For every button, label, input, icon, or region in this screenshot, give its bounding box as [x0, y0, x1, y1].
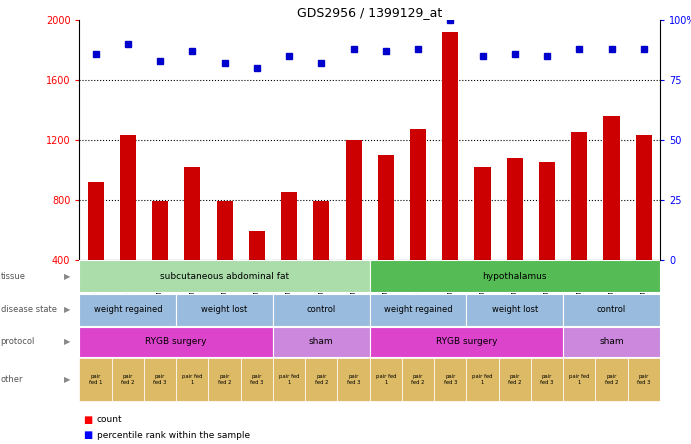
Bar — [79, 358, 112, 401]
Bar — [273, 294, 370, 326]
Bar — [571, 132, 587, 260]
Bar — [144, 358, 176, 401]
Title: GDS2956 / 1399129_at: GDS2956 / 1399129_at — [297, 6, 442, 19]
Bar — [176, 358, 209, 401]
Bar — [209, 358, 240, 401]
Text: pair
fed 3: pair fed 3 — [153, 374, 167, 385]
Text: weight regained: weight regained — [93, 305, 162, 314]
Text: disease state: disease state — [1, 305, 57, 314]
Text: ▶: ▶ — [64, 305, 70, 314]
Bar — [466, 358, 499, 401]
Text: pair fed
1: pair fed 1 — [278, 374, 299, 385]
Bar — [603, 116, 620, 260]
Text: sham: sham — [309, 337, 334, 346]
Bar — [240, 358, 273, 401]
Bar — [112, 358, 144, 401]
Text: RYGB surgery: RYGB surgery — [145, 337, 207, 346]
Bar — [378, 155, 394, 260]
Bar — [563, 358, 596, 401]
Text: ■: ■ — [83, 430, 92, 440]
Text: weight regained: weight regained — [384, 305, 453, 314]
Bar — [313, 201, 330, 260]
Bar — [176, 294, 273, 326]
Text: pair fed
1: pair fed 1 — [375, 374, 396, 385]
Text: pair
fed 2: pair fed 2 — [121, 374, 135, 385]
Bar — [305, 358, 337, 401]
Text: pair fed
1: pair fed 1 — [569, 374, 589, 385]
Text: pair
fed 3: pair fed 3 — [250, 374, 263, 385]
Text: tissue: tissue — [1, 272, 26, 281]
Text: pair
fed 2: pair fed 2 — [605, 374, 618, 385]
Text: ▶: ▶ — [64, 337, 70, 346]
Bar — [402, 358, 434, 401]
Text: control: control — [307, 305, 336, 314]
Text: pair
fed 3: pair fed 3 — [540, 374, 553, 385]
Text: pair
fed 2: pair fed 2 — [314, 374, 328, 385]
Bar — [370, 260, 660, 292]
Text: ▶: ▶ — [64, 375, 70, 384]
Bar — [79, 294, 176, 326]
Bar — [596, 358, 627, 401]
Bar — [370, 327, 563, 357]
Text: percentile rank within the sample: percentile rank within the sample — [97, 431, 250, 440]
Bar — [273, 358, 305, 401]
Text: pair fed
1: pair fed 1 — [472, 374, 493, 385]
Text: weight lost: weight lost — [202, 305, 247, 314]
Bar — [410, 129, 426, 260]
Text: RYGB surgery: RYGB surgery — [435, 337, 498, 346]
Bar — [531, 358, 563, 401]
Text: control: control — [597, 305, 626, 314]
Text: sham: sham — [599, 337, 624, 346]
Bar — [466, 294, 563, 326]
Bar — [499, 358, 531, 401]
Bar — [346, 140, 361, 260]
Bar — [636, 135, 652, 260]
Text: pair fed
1: pair fed 1 — [182, 374, 202, 385]
Text: hypothalamus: hypothalamus — [482, 272, 547, 281]
Text: pair
fed 2: pair fed 2 — [508, 374, 522, 385]
Text: pair
fed 2: pair fed 2 — [218, 374, 231, 385]
Bar — [370, 294, 466, 326]
Bar — [370, 358, 402, 401]
Bar — [475, 167, 491, 260]
Bar — [184, 167, 200, 260]
Bar — [434, 358, 466, 401]
Bar — [539, 163, 555, 260]
Text: pair
fed 2: pair fed 2 — [411, 374, 425, 385]
Bar — [281, 192, 297, 260]
Text: protocol: protocol — [1, 337, 35, 346]
Bar — [627, 358, 660, 401]
Text: pair
fed 1: pair fed 1 — [89, 374, 102, 385]
Text: pair
fed 3: pair fed 3 — [347, 374, 360, 385]
Bar — [120, 135, 136, 260]
Bar — [507, 158, 523, 260]
Text: subcutaneous abdominal fat: subcutaneous abdominal fat — [160, 272, 289, 281]
Bar — [273, 327, 370, 357]
Bar — [442, 32, 458, 260]
Bar — [88, 182, 104, 260]
Text: count: count — [97, 415, 122, 424]
Text: pair
fed 3: pair fed 3 — [637, 374, 650, 385]
Text: ■: ■ — [83, 415, 92, 424]
Bar — [563, 327, 660, 357]
Bar — [337, 358, 370, 401]
Bar — [152, 201, 168, 260]
Text: ▶: ▶ — [64, 272, 70, 281]
Bar — [79, 260, 370, 292]
Bar — [249, 231, 265, 260]
Text: other: other — [1, 375, 23, 384]
Text: pair
fed 3: pair fed 3 — [444, 374, 457, 385]
Bar — [79, 327, 273, 357]
Bar — [563, 294, 660, 326]
Bar — [216, 201, 233, 260]
Text: weight lost: weight lost — [492, 305, 538, 314]
